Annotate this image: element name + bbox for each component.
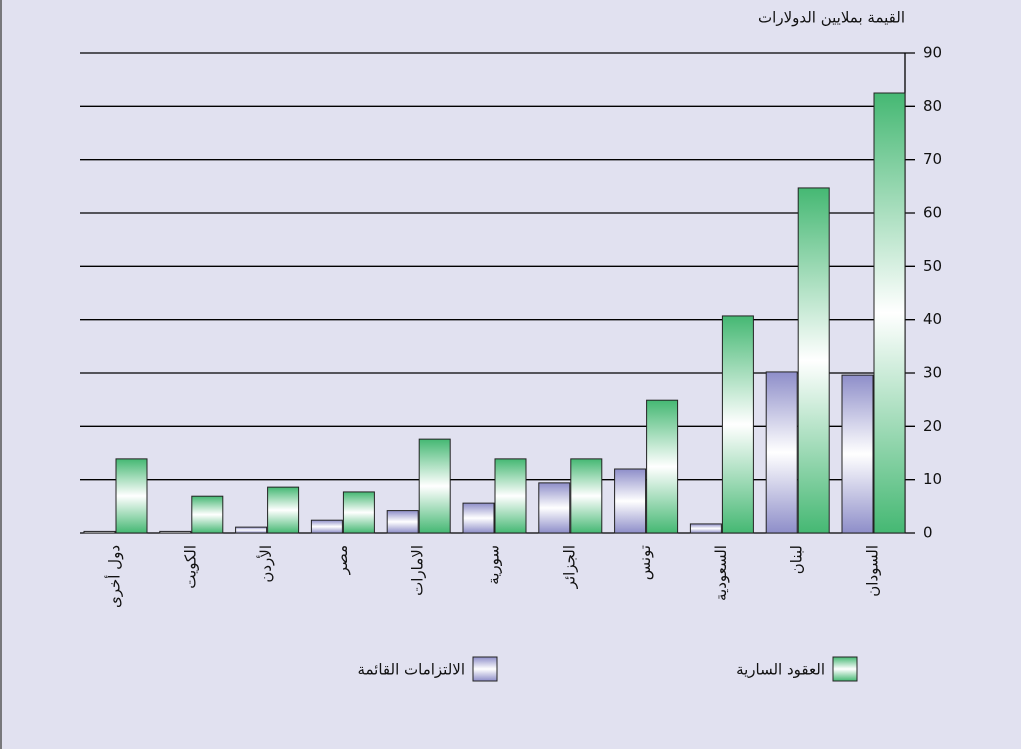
x-tick-label: سورية <box>485 545 503 585</box>
bar <box>494 458 527 534</box>
legend-label: العقود السارية <box>736 661 825 679</box>
legend-swatch <box>472 656 498 682</box>
bar <box>83 530 116 534</box>
bar <box>159 530 192 534</box>
bar <box>646 399 679 534</box>
bar <box>386 510 419 534</box>
legend-swatch <box>832 656 858 682</box>
legend-label: الالتزامات القائمة <box>357 661 465 679</box>
x-tick-label: السعودية <box>712 545 730 601</box>
y-tick-label: 90 <box>923 44 942 62</box>
y-tick-label: 50 <box>923 257 942 275</box>
bar <box>570 458 603 534</box>
y-tick-label: 30 <box>923 364 942 382</box>
y-tick-label: 60 <box>923 204 942 222</box>
x-tick-label: الأردن <box>256 545 275 583</box>
bar <box>267 486 300 534</box>
bar <box>115 458 148 534</box>
y-tick-label: 0 <box>923 524 933 542</box>
bar <box>235 526 268 534</box>
bar <box>191 495 224 534</box>
bar <box>462 502 495 534</box>
y-tick-label: 80 <box>923 97 942 115</box>
bar <box>538 482 571 534</box>
x-tick-label: السودان <box>864 545 882 597</box>
bar <box>841 374 874 534</box>
bar <box>310 519 343 534</box>
bar <box>797 187 830 534</box>
y-tick-label: 40 <box>923 310 942 328</box>
x-tick-label: مصر <box>333 545 351 575</box>
y-axis-label: القيمة بملايين الدولارات <box>758 9 905 27</box>
bar <box>342 491 375 534</box>
x-tick-label: الامارات <box>409 545 427 596</box>
x-tick-label: دول أخرى <box>105 545 124 608</box>
x-tick-label: لبنان <box>788 545 806 574</box>
bar <box>418 438 451 534</box>
bar <box>614 468 647 534</box>
y-tick-label: 70 <box>923 150 942 168</box>
y-tick-label: 10 <box>923 470 942 488</box>
bar <box>765 371 798 534</box>
bar <box>721 315 754 534</box>
x-tick-label: الجزائر <box>560 545 578 589</box>
bar <box>689 523 722 534</box>
bar <box>873 92 906 534</box>
x-tick-label: تونس <box>636 545 654 580</box>
y-tick-label: 20 <box>923 417 942 435</box>
x-tick-label: الكويت <box>181 545 199 589</box>
